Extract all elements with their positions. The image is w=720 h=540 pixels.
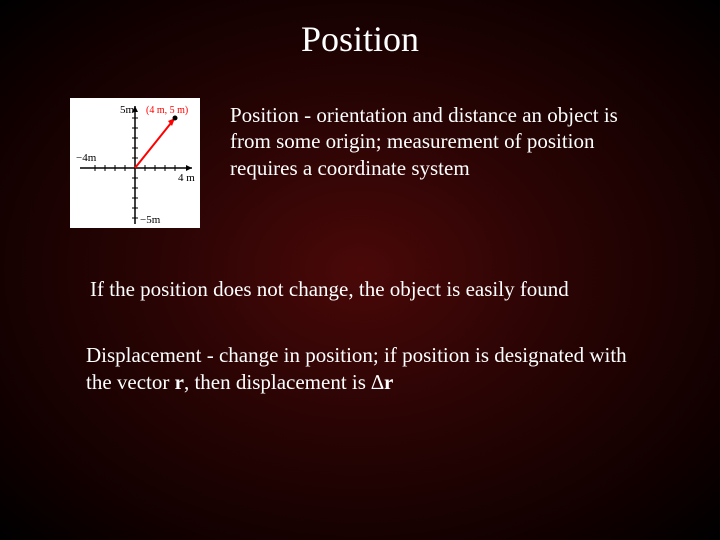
point-marker: [173, 116, 178, 121]
definition-text: Position - orientation and distance an o…: [230, 98, 650, 181]
para2-text-c: , then displacement is ∆: [184, 370, 384, 394]
position-vector: [135, 118, 175, 168]
label-top: 5m: [120, 104, 135, 116]
label-right: 4 m: [178, 172, 195, 184]
coord-diagram: 5m (4 m, 5 m) −4m 4 m −5m: [70, 98, 200, 228]
vector-r-2: r: [384, 370, 393, 394]
label-bottom: −5m: [140, 214, 161, 226]
label-point: (4 m, 5 m): [146, 105, 188, 116]
paragraph-2: Displacement - change in position; if po…: [0, 302, 720, 395]
coord-svg: 5m (4 m, 5 m) −4m 4 m −5m: [70, 98, 200, 228]
label-left: −4m: [76, 152, 97, 164]
x-arrow: [186, 165, 192, 171]
slide-title: Position: [0, 0, 720, 70]
content-row: 5m (4 m, 5 m) −4m 4 m −5m Position - ori…: [0, 70, 720, 228]
paragraph-1: If the position does not change, the obj…: [0, 228, 720, 302]
vector-r-1: r: [175, 370, 184, 394]
